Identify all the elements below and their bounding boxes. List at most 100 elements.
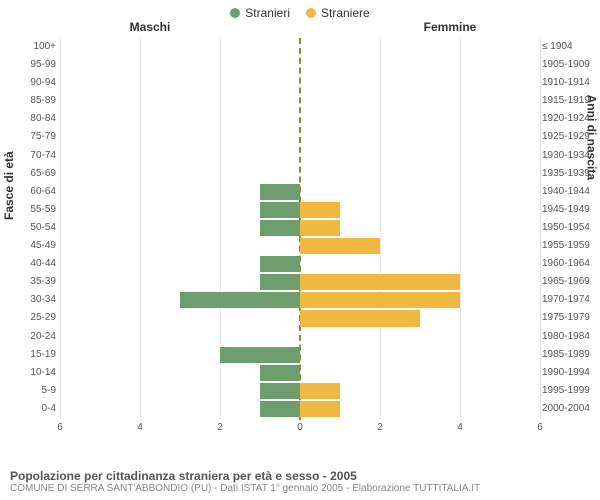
bar-female	[300, 292, 460, 308]
birth-year-label: ≤ 1904	[542, 38, 596, 56]
age-label: 10-14	[12, 364, 56, 382]
pyramid-row: 5-91995-1999	[60, 382, 540, 400]
pyramid-row: 10-141990-1994	[60, 364, 540, 382]
age-label: 80-84	[12, 110, 56, 128]
pyramid-row: 45-491955-1959	[60, 237, 540, 255]
footer-title: Popolazione per cittadinanza straniera p…	[10, 469, 590, 483]
bar-male	[260, 256, 300, 272]
pyramid-row: 15-191985-1989	[60, 346, 540, 364]
bar-male	[180, 292, 300, 308]
age-label: 60-64	[12, 183, 56, 201]
bar-area	[60, 238, 540, 254]
pyramid-row: 20-241980-1984	[60, 328, 540, 346]
age-label: 90-94	[12, 74, 56, 92]
birth-year-label: 1940-1944	[542, 183, 596, 201]
bar-area	[60, 129, 540, 145]
pyramid-row: 40-441960-1964	[60, 255, 540, 273]
bar-male	[260, 274, 300, 290]
bar-male	[260, 401, 300, 417]
age-label: 0-4	[12, 400, 56, 418]
age-label: 85-89	[12, 92, 56, 110]
age-label: 95-99	[12, 56, 56, 74]
pyramid-row: 60-641940-1944	[60, 183, 540, 201]
birth-year-label: 1990-1994	[542, 364, 596, 382]
birth-year-label: 1945-1949	[542, 201, 596, 219]
bar-female	[300, 401, 340, 417]
birth-year-label: 1955-1959	[542, 237, 596, 255]
x-axis-labels: 6420246	[60, 422, 540, 438]
bar-male	[220, 347, 300, 363]
x-tick-label: 6	[537, 422, 543, 433]
bar-female	[300, 238, 380, 254]
bar-area	[60, 166, 540, 182]
header-male: Maschi	[0, 20, 300, 34]
header-row: Maschi Femmine	[0, 20, 600, 38]
bar-male	[260, 220, 300, 236]
pyramid-row: 95-991905-1909	[60, 56, 540, 74]
bar-area	[60, 383, 540, 399]
legend-dot-female-icon	[306, 8, 316, 18]
header-female: Femmine	[300, 20, 600, 34]
pyramid-row: 80-841920-1924	[60, 110, 540, 128]
bar-area	[60, 401, 540, 417]
age-label: 30-34	[12, 291, 56, 309]
age-label: 65-69	[12, 165, 56, 183]
bar-area	[60, 202, 540, 218]
birth-year-label: 1975-1979	[542, 309, 596, 327]
birth-year-label: 1925-1929	[542, 128, 596, 146]
bar-area	[60, 329, 540, 345]
birth-year-label: 1950-1954	[542, 219, 596, 237]
birth-year-label: 1995-1999	[542, 382, 596, 400]
chart-area: 100+≤ 190495-991905-190990-941910-191485…	[60, 38, 540, 438]
bar-female	[300, 220, 340, 236]
grid-line	[540, 38, 541, 420]
bar-area	[60, 274, 540, 290]
legend-item-male: Stranieri	[230, 6, 290, 20]
bar-area	[60, 93, 540, 109]
bar-area	[60, 256, 540, 272]
age-label: 40-44	[12, 255, 56, 273]
x-tick-label: 4	[457, 422, 463, 433]
bar-area	[60, 184, 540, 200]
bar-female	[300, 383, 340, 399]
birth-year-label: 1930-1934	[542, 147, 596, 165]
legend-label-female: Straniere	[321, 6, 370, 20]
age-label: 45-49	[12, 237, 56, 255]
birth-year-label: 2000-2004	[542, 400, 596, 418]
bar-area	[60, 57, 540, 73]
legend-label-male: Stranieri	[245, 6, 290, 20]
age-label: 100+	[12, 38, 56, 56]
age-label: 25-29	[12, 309, 56, 327]
bar-female	[300, 274, 460, 290]
x-tick-label: 6	[57, 422, 63, 433]
pyramid-row: 70-741930-1934	[60, 147, 540, 165]
pyramid-row: 100+≤ 1904	[60, 38, 540, 56]
pyramid-row: 75-791925-1929	[60, 128, 540, 146]
age-label: 20-24	[12, 328, 56, 346]
bar-male	[260, 184, 300, 200]
pyramid-row: 50-541950-1954	[60, 219, 540, 237]
bar-area	[60, 347, 540, 363]
bar-female	[300, 310, 420, 326]
bar-area	[60, 148, 540, 164]
pyramid-row: 90-941910-1914	[60, 74, 540, 92]
pyramid-row: 65-691935-1939	[60, 165, 540, 183]
x-tick-label: 0	[297, 422, 303, 433]
bar-area	[60, 111, 540, 127]
pyramid-row: 0-42000-2004	[60, 400, 540, 418]
bar-female	[300, 202, 340, 218]
chart-container: Stranieri Straniere Maschi Femmine Fasce…	[0, 0, 600, 500]
x-tick-label: 4	[137, 422, 143, 433]
pyramid-row: 25-291975-1979	[60, 309, 540, 327]
pyramid-row: 55-591945-1949	[60, 201, 540, 219]
birth-year-label: 1915-1919	[542, 92, 596, 110]
age-label: 75-79	[12, 128, 56, 146]
pyramid-row: 30-341970-1974	[60, 291, 540, 309]
bar-area	[60, 292, 540, 308]
pyramid-row: 85-891915-1919	[60, 92, 540, 110]
birth-year-label: 1980-1984	[542, 328, 596, 346]
chart-rows: 100+≤ 190495-991905-190990-941910-191485…	[60, 38, 540, 418]
footer: Popolazione per cittadinanza straniera p…	[10, 469, 590, 494]
bar-area	[60, 220, 540, 236]
bar-area	[60, 310, 540, 326]
